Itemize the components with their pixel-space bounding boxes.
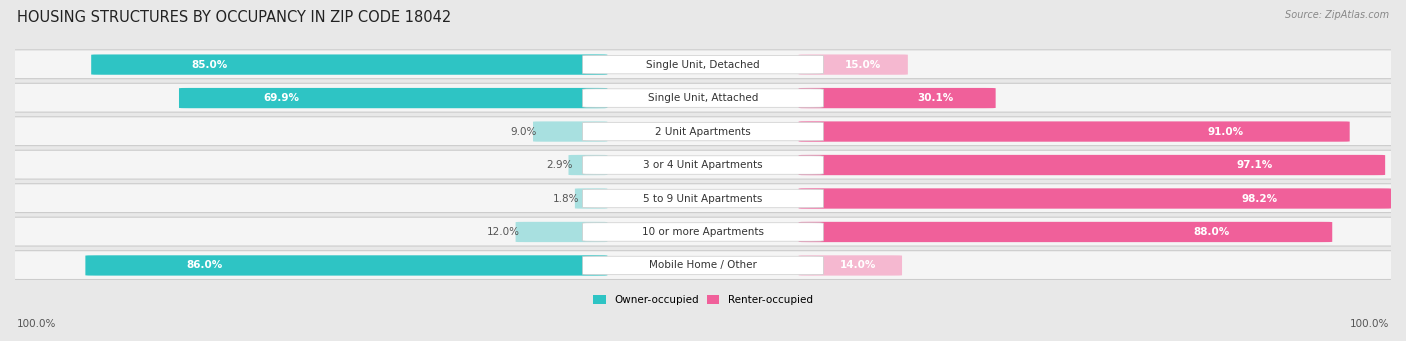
FancyBboxPatch shape — [1, 117, 1405, 146]
FancyBboxPatch shape — [516, 222, 607, 242]
Text: 91.0%: 91.0% — [1208, 127, 1243, 136]
FancyBboxPatch shape — [582, 156, 824, 174]
Text: 88.0%: 88.0% — [1192, 227, 1229, 237]
FancyBboxPatch shape — [582, 223, 824, 241]
Legend: Owner-occupied, Renter-occupied: Owner-occupied, Renter-occupied — [593, 295, 813, 305]
Text: 98.2%: 98.2% — [1241, 193, 1278, 204]
Text: 5 to 9 Unit Apartments: 5 to 9 Unit Apartments — [644, 193, 762, 204]
FancyBboxPatch shape — [799, 121, 1350, 142]
Text: Mobile Home / Other: Mobile Home / Other — [650, 261, 756, 270]
FancyBboxPatch shape — [582, 89, 824, 107]
FancyBboxPatch shape — [533, 121, 607, 142]
FancyBboxPatch shape — [799, 88, 995, 108]
Text: 30.1%: 30.1% — [917, 93, 953, 103]
FancyBboxPatch shape — [799, 222, 1333, 242]
Text: HOUSING STRUCTURES BY OCCUPANCY IN ZIP CODE 18042: HOUSING STRUCTURES BY OCCUPANCY IN ZIP C… — [17, 10, 451, 25]
Text: 85.0%: 85.0% — [191, 60, 228, 70]
FancyBboxPatch shape — [582, 189, 824, 208]
FancyBboxPatch shape — [179, 88, 607, 108]
Text: 9.0%: 9.0% — [510, 127, 537, 136]
Text: 3 or 4 Unit Apartments: 3 or 4 Unit Apartments — [643, 160, 763, 170]
FancyBboxPatch shape — [1, 251, 1405, 280]
FancyBboxPatch shape — [799, 188, 1392, 209]
FancyBboxPatch shape — [1, 150, 1405, 179]
Text: 10 or more Apartments: 10 or more Apartments — [643, 227, 763, 237]
Text: Single Unit, Attached: Single Unit, Attached — [648, 93, 758, 103]
Text: 12.0%: 12.0% — [486, 227, 520, 237]
Text: 86.0%: 86.0% — [187, 261, 222, 270]
Text: 14.0%: 14.0% — [839, 261, 876, 270]
Text: Source: ZipAtlas.com: Source: ZipAtlas.com — [1285, 10, 1389, 20]
Text: 100.0%: 100.0% — [1350, 319, 1389, 329]
FancyBboxPatch shape — [1, 217, 1405, 246]
FancyBboxPatch shape — [799, 255, 903, 276]
FancyBboxPatch shape — [86, 255, 607, 276]
FancyBboxPatch shape — [582, 55, 824, 74]
FancyBboxPatch shape — [582, 122, 824, 141]
FancyBboxPatch shape — [582, 256, 824, 275]
Text: 100.0%: 100.0% — [17, 319, 56, 329]
Text: 97.1%: 97.1% — [1236, 160, 1272, 170]
FancyBboxPatch shape — [799, 155, 1385, 175]
FancyBboxPatch shape — [1, 50, 1405, 79]
FancyBboxPatch shape — [1, 83, 1405, 112]
Text: 15.0%: 15.0% — [845, 60, 882, 70]
Text: Single Unit, Detached: Single Unit, Detached — [647, 60, 759, 70]
FancyBboxPatch shape — [91, 55, 607, 75]
FancyBboxPatch shape — [799, 55, 908, 75]
Text: 2 Unit Apartments: 2 Unit Apartments — [655, 127, 751, 136]
FancyBboxPatch shape — [568, 155, 607, 175]
FancyBboxPatch shape — [1, 184, 1405, 212]
Text: 69.9%: 69.9% — [263, 93, 299, 103]
FancyBboxPatch shape — [575, 188, 607, 209]
Text: 2.9%: 2.9% — [546, 160, 572, 170]
Text: 1.8%: 1.8% — [553, 193, 579, 204]
